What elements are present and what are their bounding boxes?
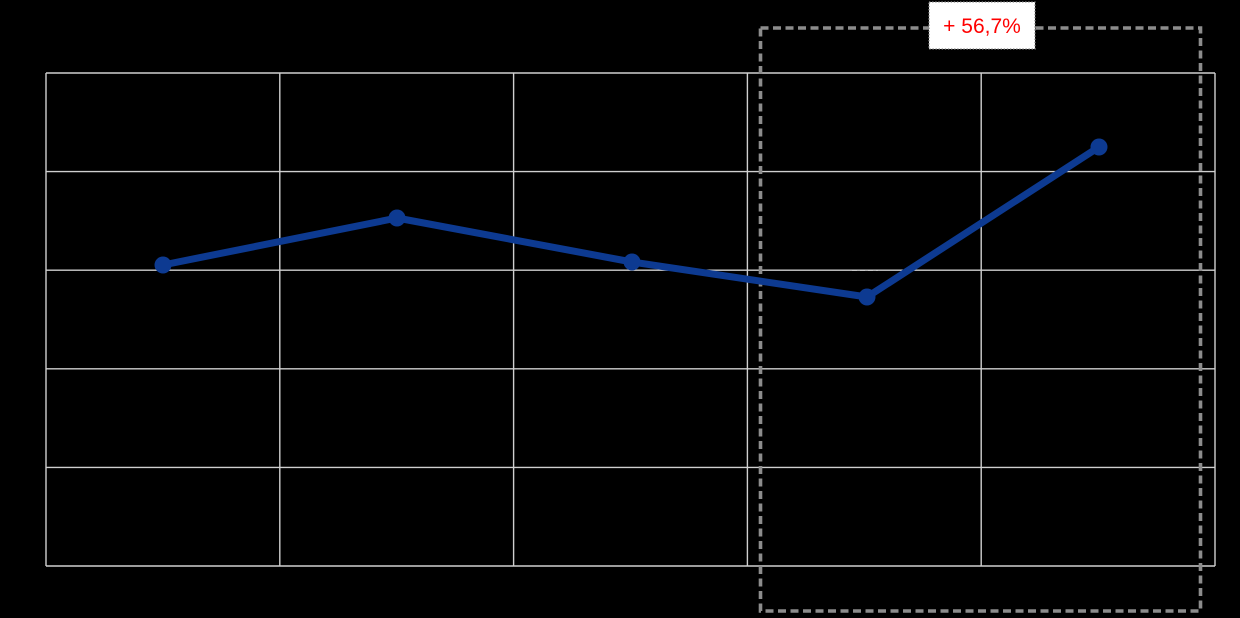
svg-text:+ 56,7%: + 56,7% (943, 15, 1021, 38)
